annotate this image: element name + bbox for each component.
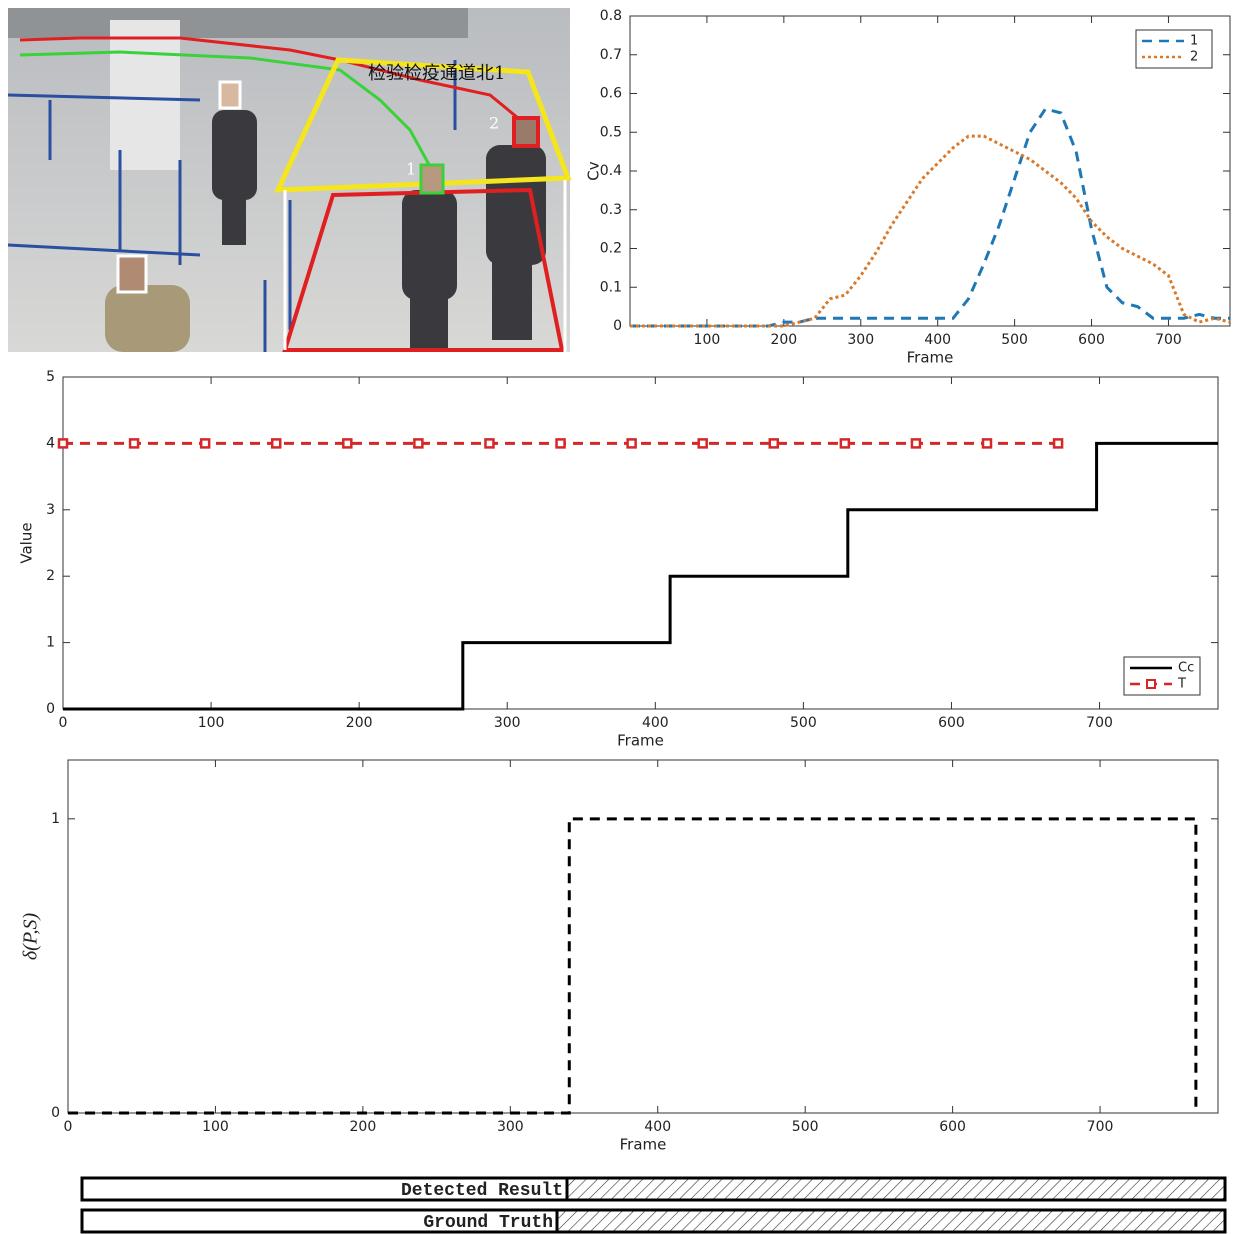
legend-label: Cc — [1178, 661, 1194, 676]
y-tick-label: 0 — [613, 318, 622, 334]
y-tick-label: 0.6 — [600, 86, 622, 102]
x-axis-label: Frame — [617, 732, 664, 750]
x-tick-label: 300 — [497, 1119, 524, 1135]
plot-frame — [68, 760, 1218, 1113]
marker — [912, 439, 920, 447]
x-tick-label: 700 — [1086, 715, 1113, 731]
marker — [130, 439, 138, 447]
x-tick-label: 200 — [350, 1119, 377, 1135]
result-bars: Detected Result Ground Truth — [82, 1178, 1225, 1233]
result-bar-label: Detected Result — [401, 1181, 563, 1201]
x-tick-label: 500 — [1001, 332, 1028, 348]
x-tick-label: 400 — [644, 1119, 671, 1135]
x-axis-label: Frame — [620, 1136, 667, 1154]
x-tick-label: 200 — [346, 715, 373, 731]
result-bar-label: Ground Truth — [423, 1213, 553, 1233]
marker — [841, 439, 849, 447]
y-tick-label: 0 — [46, 701, 55, 717]
marker — [557, 439, 565, 447]
y-tick-label: 3 — [46, 502, 55, 518]
marker — [770, 439, 778, 447]
y-tick-label: 0 — [51, 1105, 60, 1121]
track-label: 2 — [489, 114, 499, 133]
x-tick-label: 100 — [202, 1119, 229, 1135]
y-tick-label: 4 — [46, 435, 55, 451]
sign-text: 检验检疫通道北1 — [368, 63, 505, 84]
y-tick-label: 5 — [46, 369, 55, 385]
plot-frame — [63, 377, 1218, 709]
x-tick-label: 0 — [59, 715, 68, 731]
x-tick-label: 400 — [642, 715, 669, 731]
x-tick-label: 100 — [694, 332, 721, 348]
series-line — [63, 443, 1218, 709]
marker — [272, 439, 280, 447]
marker — [414, 439, 422, 447]
legend-label: 1 — [1190, 34, 1198, 49]
x-tick-label: 500 — [792, 1119, 819, 1135]
x-tick-label: 100 — [198, 715, 225, 731]
marker — [201, 439, 209, 447]
y-tick-label: 0.3 — [600, 202, 622, 218]
y-tick-label: 2 — [46, 568, 55, 584]
figure: 检验检疫通道北1 1 2 Detected Result Ground Truth… — [0, 0, 1233, 1234]
marker — [628, 439, 636, 447]
marker — [699, 439, 707, 447]
series-line — [630, 109, 1230, 326]
series-line — [630, 136, 1230, 326]
legend-box — [1136, 30, 1212, 68]
x-axis-label: Frame — [907, 349, 954, 367]
marker — [1054, 439, 1062, 447]
y-tick-label: 1 — [46, 635, 55, 651]
x-tick-label: 200 — [770, 332, 797, 348]
marker — [983, 439, 991, 447]
marker — [59, 439, 67, 447]
series-line — [68, 819, 1196, 1113]
x-tick-label: 300 — [494, 715, 521, 731]
y-tick-label: 0.5 — [600, 124, 622, 140]
y-tick-label: 0.2 — [600, 241, 622, 257]
legend-marker — [1147, 680, 1155, 688]
legend-label: 2 — [1190, 50, 1198, 65]
result-bar-hatch — [567, 1178, 1225, 1200]
marker — [343, 439, 351, 447]
x-tick-label: 600 — [939, 1119, 966, 1135]
x-tick-label: 400 — [924, 332, 951, 348]
marker — [485, 439, 493, 447]
page: {"photo": {"sign": "检验检疫通道北1", "tracks":… — [0, 0, 1233, 1234]
y-axis-label: Value — [18, 522, 36, 563]
result-bar-hatch — [557, 1210, 1225, 1232]
y-tick-label: 1 — [51, 811, 60, 827]
y-tick-label: 0.1 — [600, 279, 622, 295]
surveillance-photo: 检验检疫通道北1 1 2 — [8, 8, 570, 352]
x-tick-label: 0 — [64, 1119, 73, 1135]
track-label: 1 — [406, 160, 416, 179]
x-tick-label: 500 — [790, 715, 817, 731]
y-tick-label: 0.4 — [600, 163, 622, 179]
x-tick-label: 600 — [938, 715, 965, 731]
x-tick-label: 600 — [1078, 332, 1105, 348]
y-axis-label: δ(P,S) — [20, 913, 42, 961]
y-tick-label: 0.8 — [600, 8, 622, 24]
x-tick-label: 700 — [1155, 332, 1182, 348]
x-tick-label: 300 — [847, 332, 874, 348]
legend-label: T — [1177, 677, 1186, 692]
y-axis-label: Cv — [585, 161, 603, 180]
x-tick-label: 700 — [1087, 1119, 1114, 1135]
y-tick-label: 0.7 — [600, 47, 622, 63]
